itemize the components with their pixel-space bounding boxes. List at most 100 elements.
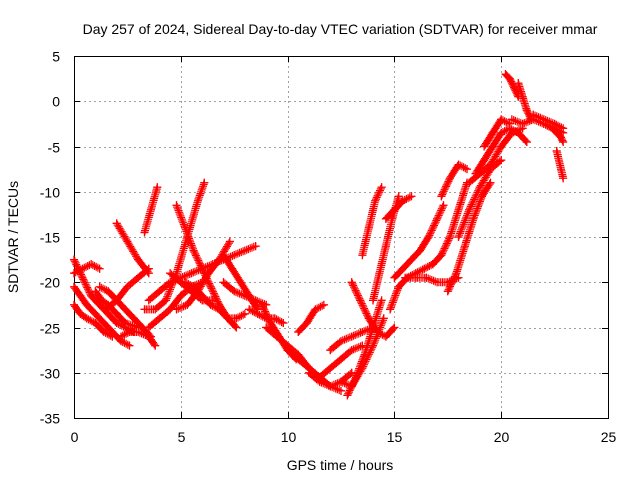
data-point <box>437 251 446 260</box>
data-point <box>422 273 431 282</box>
data-point <box>99 328 108 336</box>
x-axis-label: GPS time / hours <box>287 457 394 473</box>
data-point <box>240 246 249 255</box>
series-s45 <box>501 70 523 101</box>
grid-lines <box>74 56 608 418</box>
data-point <box>82 300 91 309</box>
data-point <box>471 169 480 178</box>
data-point <box>253 309 262 318</box>
data-point <box>454 233 463 241</box>
series-s34 <box>381 192 416 223</box>
series-s17 <box>172 201 241 332</box>
data-point <box>559 138 568 146</box>
data-point <box>76 309 85 318</box>
data-point <box>230 251 239 260</box>
data-point <box>121 319 130 327</box>
data-point <box>232 323 241 332</box>
series-s8 <box>112 219 153 278</box>
y-tick-label: 5 <box>52 49 60 65</box>
data-point <box>394 192 403 201</box>
data-point <box>240 309 249 318</box>
data-point <box>70 282 78 291</box>
series-trace <box>437 160 471 201</box>
data-point <box>394 282 403 291</box>
data-point <box>559 124 568 133</box>
data-point <box>381 332 390 341</box>
data-point <box>95 264 104 273</box>
data-point <box>70 300 78 309</box>
data-point <box>228 264 237 273</box>
data-point <box>240 291 249 300</box>
data-point <box>480 142 489 151</box>
y-tick-label: -15 <box>40 230 60 246</box>
series-s35 <box>386 260 437 314</box>
series-s18 <box>198 242 260 273</box>
data-point <box>375 269 384 278</box>
data-point <box>294 328 303 336</box>
y-tick-label: 0 <box>52 94 60 110</box>
series-trace <box>386 260 437 314</box>
data-point <box>445 233 454 241</box>
series-trace <box>552 147 568 183</box>
data-point <box>505 74 514 83</box>
data-point <box>305 368 313 377</box>
data-point <box>181 278 190 287</box>
data-point <box>97 296 106 305</box>
axis-ticks: 0 5 10 15 20 25 -35 -30 -25 -20 -15 -10 -5 0 5 <box>40 49 617 446</box>
data-point <box>219 278 228 287</box>
data-point <box>488 142 497 151</box>
data-point <box>200 178 209 187</box>
data-point <box>369 296 377 305</box>
data-point <box>381 242 390 251</box>
data-point <box>522 106 531 115</box>
data-point <box>319 300 328 309</box>
data-point <box>87 291 96 300</box>
y-tick-label: -10 <box>40 185 60 201</box>
data-point <box>198 264 207 273</box>
data-point <box>95 282 104 291</box>
data-point <box>91 319 100 327</box>
data-point <box>347 332 356 341</box>
data-point <box>326 382 335 391</box>
data-point <box>486 160 495 169</box>
data-point <box>230 287 239 296</box>
data-point <box>172 305 181 314</box>
data-point <box>166 278 175 287</box>
data-point <box>507 115 516 124</box>
data-point <box>302 319 311 327</box>
y-tick-label: -30 <box>40 366 60 382</box>
series-s10 <box>140 183 162 237</box>
data-point <box>548 124 557 133</box>
data-point <box>411 273 420 282</box>
data-point <box>326 346 335 355</box>
data-point <box>390 323 399 332</box>
x-tick-label: 0 <box>71 429 79 445</box>
data-point <box>475 183 484 192</box>
data-point <box>82 314 91 323</box>
series-s49 <box>539 119 568 146</box>
data-point <box>407 255 416 264</box>
data-point <box>78 264 87 273</box>
x-tick-label: 10 <box>281 429 297 445</box>
series-s32 <box>358 183 386 260</box>
x-tick-label: 20 <box>494 429 510 445</box>
data-point <box>486 178 495 187</box>
data-point <box>87 260 96 269</box>
series-s39 <box>428 178 471 269</box>
data-point <box>144 269 153 278</box>
data-point <box>518 119 527 128</box>
data-point <box>193 196 202 205</box>
y-axis-label: SDTVAR / TECUs <box>5 181 21 293</box>
data-point <box>151 341 160 350</box>
data-point <box>78 273 87 282</box>
data-point <box>529 110 538 119</box>
data-point <box>251 296 260 305</box>
data-point <box>347 368 356 377</box>
data-point <box>552 147 561 155</box>
series-s31 <box>347 278 399 341</box>
data-point <box>206 300 215 309</box>
data-point <box>112 219 121 228</box>
data-point <box>514 79 523 88</box>
data-point <box>155 287 164 296</box>
